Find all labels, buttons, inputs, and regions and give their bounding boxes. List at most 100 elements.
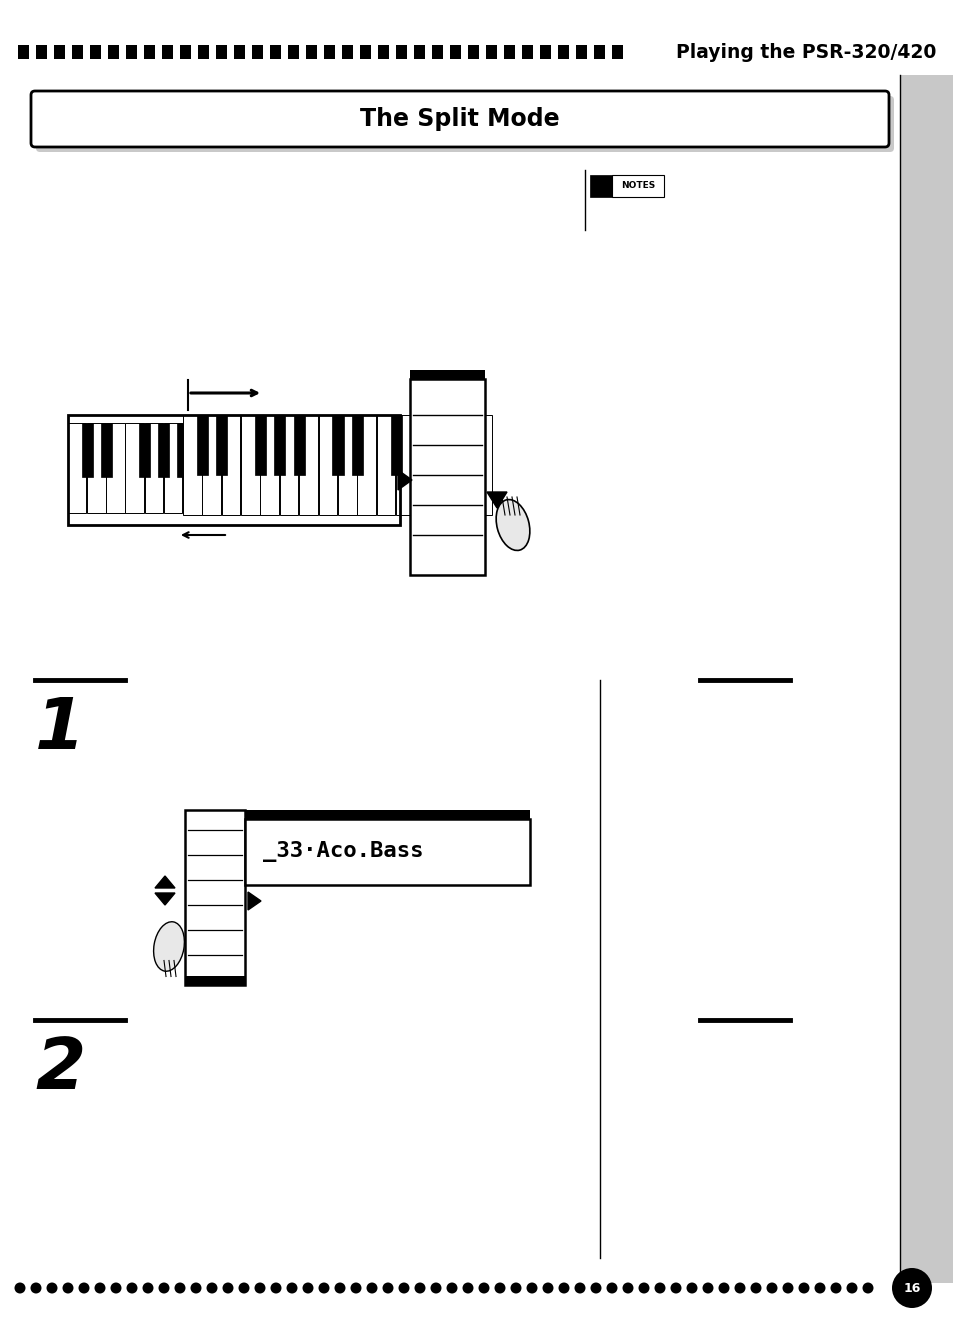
Ellipse shape [496, 500, 529, 551]
Circle shape [142, 1282, 153, 1293]
Bar [278, 423, 297, 513]
Circle shape [47, 1282, 57, 1293]
Bar [162, 45, 172, 59]
Bar [183, 415, 201, 515]
Bar [158, 423, 170, 477]
Circle shape [414, 1282, 425, 1293]
Bar [101, 423, 112, 477]
Bar [180, 45, 191, 59]
Bar [450, 45, 460, 59]
Bar [899, 75, 953, 1282]
Circle shape [862, 1282, 873, 1293]
Bar [126, 423, 144, 513]
Bar [196, 415, 208, 474]
Circle shape [670, 1282, 680, 1293]
Bar [245, 818, 530, 884]
Bar [36, 45, 47, 59]
Bar [202, 423, 220, 513]
Bar [259, 423, 277, 513]
Circle shape [891, 1268, 931, 1307]
Circle shape [366, 1282, 377, 1293]
Circle shape [286, 1282, 297, 1293]
Circle shape [382, 1282, 393, 1293]
Bar [576, 45, 586, 59]
Circle shape [718, 1282, 729, 1293]
Bar [435, 415, 453, 515]
Bar [352, 415, 362, 474]
Bar [254, 415, 266, 474]
Bar [332, 415, 343, 474]
FancyBboxPatch shape [30, 91, 888, 148]
Circle shape [558, 1282, 569, 1293]
Bar [414, 45, 424, 59]
Bar [18, 45, 29, 59]
Bar [90, 45, 101, 59]
Bar [612, 175, 663, 196]
Bar [198, 45, 209, 59]
Bar [390, 415, 401, 474]
Circle shape [526, 1282, 537, 1293]
Circle shape [781, 1282, 793, 1293]
FancyBboxPatch shape [36, 96, 893, 152]
Circle shape [78, 1282, 90, 1293]
Bar [359, 45, 371, 59]
Bar [432, 45, 442, 59]
Circle shape [63, 1282, 73, 1293]
Circle shape [302, 1282, 314, 1293]
Text: The Split Mode: The Split Mode [360, 107, 559, 130]
Bar [273, 423, 284, 477]
Circle shape [430, 1282, 441, 1293]
Circle shape [398, 1282, 409, 1293]
Bar [68, 423, 87, 513]
Circle shape [590, 1282, 601, 1293]
Circle shape [462, 1282, 473, 1293]
Circle shape [30, 1282, 42, 1293]
Circle shape [654, 1282, 665, 1293]
Bar [215, 45, 227, 59]
Bar [594, 45, 604, 59]
Bar [216, 415, 227, 474]
Bar [503, 45, 515, 59]
Text: 1: 1 [35, 695, 85, 764]
Bar [233, 45, 245, 59]
Polygon shape [397, 471, 412, 490]
Bar [139, 423, 150, 477]
Bar [234, 423, 246, 477]
Bar [185, 811, 245, 985]
Bar [468, 45, 478, 59]
Bar [145, 423, 163, 513]
Bar [279, 415, 298, 515]
Bar [177, 423, 189, 477]
Circle shape [734, 1282, 744, 1293]
Bar [558, 45, 568, 59]
Bar [410, 370, 484, 380]
Circle shape [350, 1282, 361, 1293]
Text: _33·Aco.Bass: _33·Aco.Bass [263, 841, 423, 862]
Bar [395, 45, 407, 59]
Bar [221, 423, 239, 513]
Circle shape [335, 1282, 345, 1293]
Bar [82, 423, 92, 477]
Bar [612, 45, 622, 59]
Polygon shape [154, 894, 174, 905]
Bar [485, 45, 497, 59]
Bar [183, 423, 201, 513]
Bar [274, 415, 285, 474]
Circle shape [622, 1282, 633, 1293]
Bar [318, 415, 336, 515]
Bar [71, 45, 83, 59]
Circle shape [574, 1282, 585, 1293]
Circle shape [271, 1282, 281, 1293]
Bar [410, 415, 420, 474]
Circle shape [701, 1282, 713, 1293]
Bar [241, 415, 259, 515]
Circle shape [111, 1282, 121, 1293]
Bar [185, 977, 245, 985]
Polygon shape [486, 492, 506, 507]
Bar [87, 423, 106, 513]
Circle shape [206, 1282, 217, 1293]
Bar [395, 415, 415, 515]
Circle shape [510, 1282, 521, 1293]
Bar [144, 45, 154, 59]
Bar [324, 45, 335, 59]
